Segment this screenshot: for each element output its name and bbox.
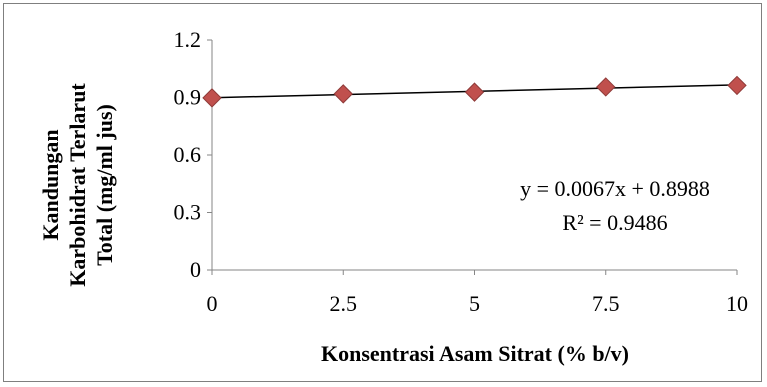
y-axis-title-line-3: Total (mg/ml jus) xyxy=(92,104,117,266)
y-ticks: 0 0.3 0.6 0.9 1.2 xyxy=(174,27,212,282)
x-tick-label: 10 xyxy=(726,291,748,316)
chart-frame xyxy=(3,3,762,382)
data-point xyxy=(727,75,747,96)
y-tick-label: 0.6 xyxy=(174,142,202,167)
data-points xyxy=(202,75,747,108)
trendline-equation: y = 0.0067x + 0.8988 xyxy=(520,176,710,201)
y-tick-label: 0 xyxy=(190,257,201,282)
x-axis-title: Konsentrasi Asam Sitrat (% b/v) xyxy=(321,341,629,366)
y-axis-title-line-2: Karbohidrat Terlarut xyxy=(65,83,90,287)
x-tick-label: 5 xyxy=(469,291,480,316)
axes xyxy=(211,40,737,271)
x-tick-label: 0 xyxy=(207,291,218,316)
y-axis-title-line-1: Kandungan xyxy=(38,129,63,240)
r-squared-label: R² = 0.9486 xyxy=(562,210,667,235)
data-point xyxy=(202,88,222,108)
x-ticks: 0 2.5 5 7.5 10 xyxy=(207,270,748,316)
data-point xyxy=(464,82,485,102)
x-tick-label: 7.5 xyxy=(592,291,620,316)
y-tick-label: 0.3 xyxy=(174,200,202,225)
data-point xyxy=(333,84,353,104)
y-tick-label: 0.9 xyxy=(174,85,202,110)
x-tick-label: 2.5 xyxy=(330,291,358,316)
y-axis-title: Kandungan Karbohidrat Terlarut Total (mg… xyxy=(38,83,117,287)
y-tick-label: 1.2 xyxy=(174,27,202,52)
data-point xyxy=(596,77,616,97)
